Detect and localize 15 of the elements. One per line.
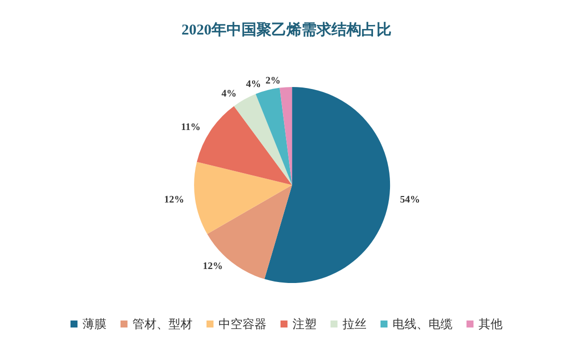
chart-title: 2020年中国聚乙烯需求结构占比 [182,22,392,38]
legend-label: 拉丝 [342,317,366,331]
data-label: 12% [202,261,223,272]
data-label: 2% [265,76,280,87]
data-label: 4% [222,88,237,100]
legend-label: 注塑 [292,317,316,331]
legend-label: 薄膜 [82,317,106,331]
data-label: 4% [246,78,261,90]
data-label: 54% [400,194,420,206]
data-label: 11% [181,122,200,133]
legend-label: 中空容器 [218,317,266,331]
data-label: 12% [164,194,184,206]
legend-label: 管材、型材 [132,317,192,331]
legend-label: 其他 [478,317,502,331]
legend-label: 电线、电缆 [392,317,452,331]
